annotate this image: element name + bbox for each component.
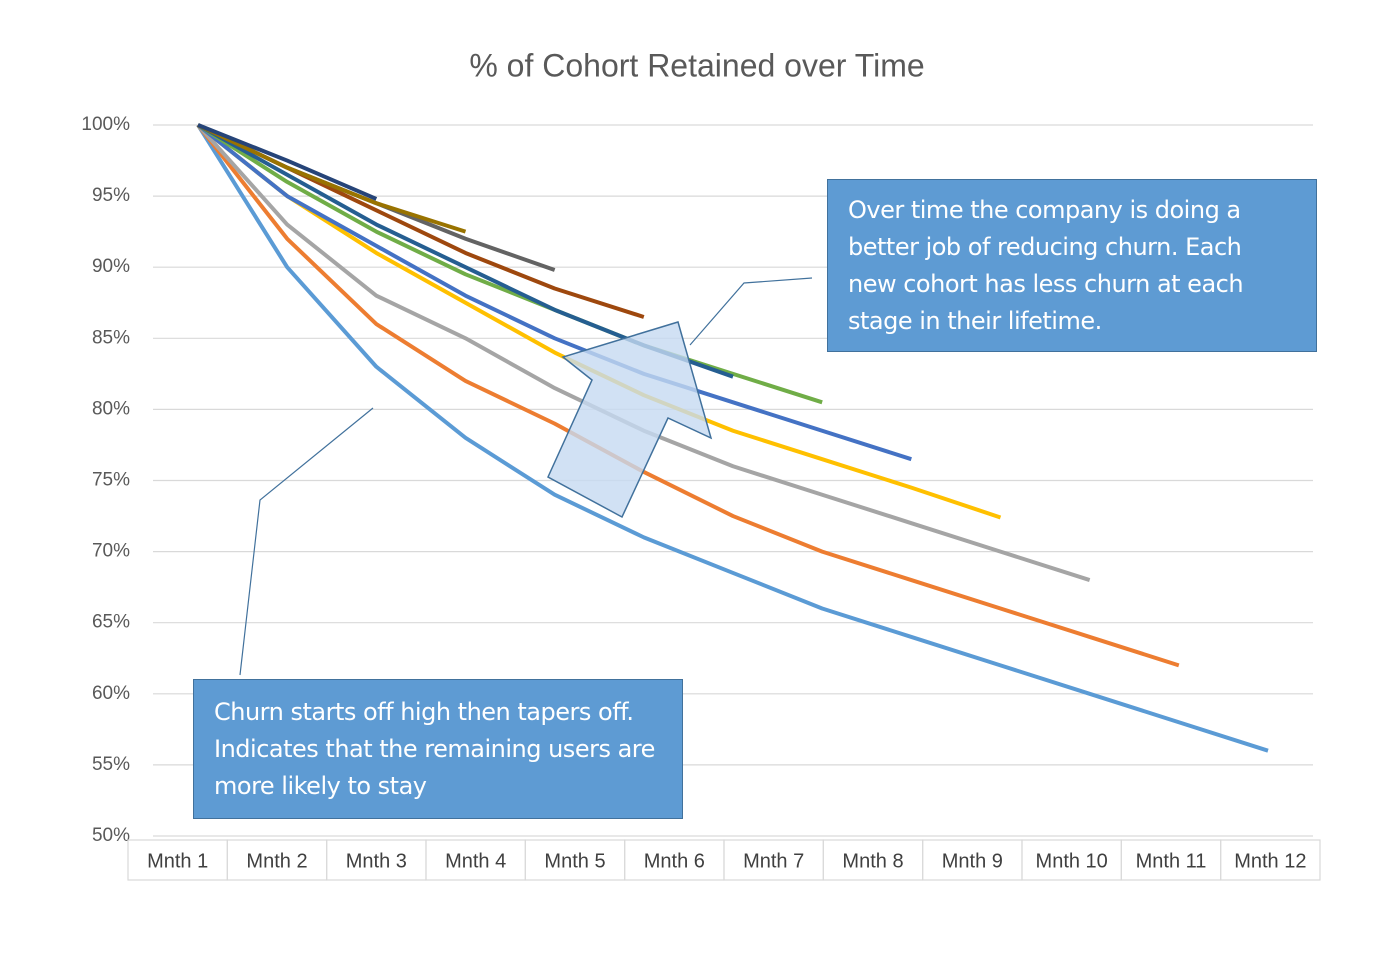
- series-line: [196, 123, 1180, 668]
- x-tick-label: Mnth 11: [1136, 850, 1207, 872]
- x-tick-label: Mnth 10: [1036, 850, 1108, 872]
- x-tick-label: Mnth 6: [644, 850, 705, 872]
- series-line: [196, 123, 823, 405]
- y-tick-label: 70%: [92, 541, 130, 562]
- leader-line: [689, 277, 813, 346]
- x-tick-label: Mnth 8: [842, 850, 903, 872]
- x-tick-label: Mnth 1: [147, 850, 208, 872]
- x-tick-label: Mnth 12: [1234, 850, 1306, 872]
- x-tick-label: Mnth 5: [544, 850, 605, 872]
- x-axis: Mnth 1 Mnth 2 Mnth 3 Mnth 4 Mnth 5 Mnth 6 Mnth…: [127, 839, 1321, 881]
- annotation: Churn starts off high then tapers off. I…: [193, 679, 683, 819]
- series-line: [197, 123, 378, 201]
- y-tick-label: 50%: [92, 825, 130, 846]
- y-tick-label: 65%: [92, 612, 130, 633]
- y-tick-label: 90%: [92, 256, 130, 277]
- series-line: [196, 123, 1269, 753]
- y-tick-label: 75%: [92, 470, 130, 491]
- y-tick-label: 60%: [92, 683, 130, 704]
- chart-title: % of Cohort Retained over Time: [469, 47, 924, 83]
- y-tick-label: 55%: [92, 754, 130, 775]
- x-tick-label: Mnth 4: [445, 850, 506, 872]
- y-tick-label: 80%: [92, 398, 130, 419]
- y-tick-label: 95%: [92, 185, 130, 206]
- annotation: Over time the company is doing a better …: [827, 179, 1317, 352]
- x-tick-label: Mnth 3: [346, 850, 407, 872]
- series-line: [197, 123, 467, 234]
- x-label-cell: [1220, 839, 1321, 881]
- leader-line: [239, 407, 374, 676]
- x-tick-label: Mnth 9: [942, 850, 1003, 872]
- trend-arrow: [547, 321, 713, 519]
- x-tick-label: Mnth 7: [743, 850, 804, 872]
- series-line: [196, 123, 912, 462]
- y-tick-label: 85%: [92, 327, 130, 348]
- x-tick-label: Mnth 2: [246, 850, 307, 872]
- y-tick-label: 100%: [81, 114, 130, 135]
